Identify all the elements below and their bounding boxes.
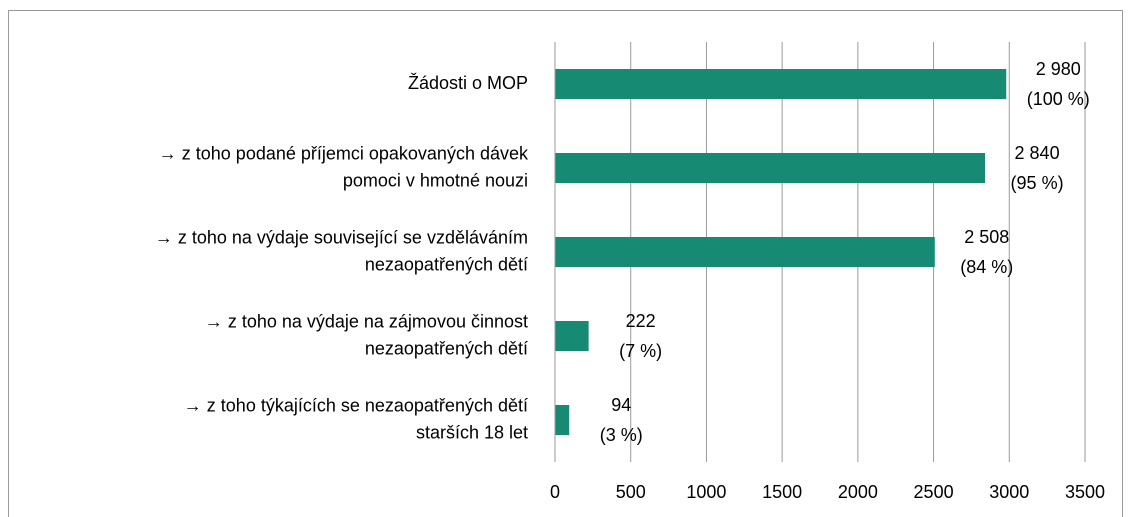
y-tick-label: pomoci v hmotné nouzi (343, 170, 528, 190)
share-label: (3 %) (600, 425, 643, 445)
value-label: 222 (626, 311, 656, 331)
x-tick-label: 0 (550, 482, 560, 502)
y-tick-label: → z toho na výdaje na zájmovou činnost (205, 311, 528, 331)
x-tick-label: 2500 (914, 482, 954, 502)
bar (555, 153, 986, 183)
value-label: 94 (611, 395, 631, 415)
x-tick-label: 3500 (1065, 482, 1105, 502)
x-tick-label: 2000 (838, 482, 878, 502)
bar (555, 69, 1007, 99)
bar (555, 405, 570, 435)
y-tick-label: nezaopatřených dětí (365, 338, 528, 358)
share-label: (7 %) (619, 341, 662, 361)
x-tick-label: 1500 (762, 482, 802, 502)
y-tick-label: Žádosti o MOP (408, 73, 528, 93)
x-tick-label: 500 (616, 482, 646, 502)
chart-border (8, 10, 1123, 517)
share-label: (84 %) (960, 257, 1013, 277)
x-tick-label: 1000 (686, 482, 726, 502)
x-tick-label: 3000 (989, 482, 1029, 502)
share-label: (95 %) (1011, 173, 1064, 193)
y-tick-label: nezaopatřených dětí (365, 254, 528, 274)
share-label: (100 %) (1027, 89, 1090, 109)
bar (555, 321, 589, 351)
value-label: 2 980 (1036, 59, 1081, 79)
y-tick-label: → z toho na výdaje související se vzdělá… (155, 227, 528, 247)
value-label: 2 840 (1015, 143, 1060, 163)
value-label: 2 508 (964, 227, 1009, 247)
y-tick-label: starších 18 let (416, 422, 528, 442)
bar (555, 237, 935, 267)
y-tick-label: → z toho týkajících se nezaopatřených dě… (184, 395, 528, 415)
y-tick-label: → z toho podané příjemci opakovaných dáv… (159, 143, 529, 163)
